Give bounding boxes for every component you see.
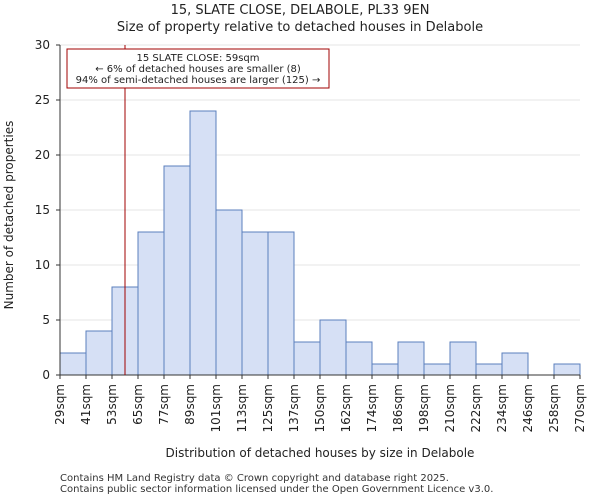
x-tick-label: 77sqm	[157, 384, 171, 425]
x-axis-title: Distribution of detached houses by size …	[166, 446, 475, 460]
histogram-chart: 0 5 10 15 20 25 30 29sqm 41sqm 53sqm 65sqm 77sqm 89s…	[2, 38, 587, 460]
x-tick-label: 101sqm	[209, 384, 223, 432]
x-tick-label: 246sqm	[521, 384, 535, 432]
annotation-line-1: 15 SLATE CLOSE: 59sqm	[136, 53, 259, 64]
y-tick-label: 30	[35, 38, 50, 52]
histogram-bar	[163, 165, 191, 376]
histogram-bar	[293, 341, 321, 376]
x-tick-label: 89sqm	[183, 384, 197, 425]
x-tick-label: 53sqm	[105, 384, 119, 425]
x-tick-label: 137sqm	[287, 384, 301, 432]
x-tick-label: 113sqm	[235, 384, 249, 432]
histogram-bar	[371, 363, 399, 376]
histogram-bar	[215, 209, 243, 376]
annotation-line-3: 94% of semi-detached houses are larger (…	[76, 75, 321, 86]
histogram-bar	[189, 110, 217, 376]
histogram-bar	[397, 341, 425, 376]
x-tick-label: 234sqm	[495, 384, 509, 432]
histogram-bar	[319, 319, 347, 376]
x-tick-label: 41sqm	[79, 384, 93, 425]
y-tick-label: 20	[35, 148, 50, 162]
x-tick-label: 210sqm	[443, 384, 457, 432]
footer-line-2: Contains public sector information licen…	[60, 484, 494, 495]
histogram-bar	[137, 231, 165, 376]
annotation-line-2: ← 6% of detached houses are smaller (8)	[95, 64, 301, 75]
histogram-bar	[501, 352, 529, 376]
x-tick-label: 258sqm	[547, 384, 561, 432]
y-tick-label: 0	[42, 368, 50, 382]
histogram-bar	[553, 363, 581, 376]
y-tick-label: 25	[35, 93, 50, 107]
footer-line-1: Contains HM Land Registry data © Crown c…	[60, 473, 449, 484]
histogram-bar	[267, 231, 295, 376]
histogram-bar	[345, 341, 373, 376]
histogram-bar	[85, 330, 113, 376]
chart-subtitle: Size of property relative to detached ho…	[116, 20, 484, 35]
x-tick-label: 150sqm	[313, 384, 327, 432]
x-tick-label: 65sqm	[131, 384, 145, 425]
x-tick-label: 125sqm	[261, 384, 275, 432]
histogram-bar	[475, 363, 503, 376]
y-tick-label: 15	[35, 203, 50, 217]
x-tick-label: 222sqm	[469, 384, 483, 432]
x-tick-label: 186sqm	[391, 384, 405, 432]
histogram-bar	[423, 363, 451, 376]
x-tick-label: 198sqm	[417, 384, 431, 432]
histogram-bar	[449, 341, 477, 376]
y-tick-label: 10	[35, 258, 50, 272]
x-tick-label: 162sqm	[339, 384, 353, 432]
x-tick-label: 174sqm	[365, 384, 379, 432]
x-tick-label: 270sqm	[573, 384, 587, 432]
chart-title: 15, SLATE CLOSE, DELABOLE, PL33 9EN	[170, 3, 430, 18]
y-axis-title: Number of detached properties	[2, 121, 16, 310]
x-tick-label: 29sqm	[53, 384, 67, 425]
annotation-box	[66, 48, 330, 89]
histogram-bar	[241, 231, 269, 376]
y-tick-label: 5	[42, 313, 50, 327]
histogram-bar	[59, 352, 87, 376]
